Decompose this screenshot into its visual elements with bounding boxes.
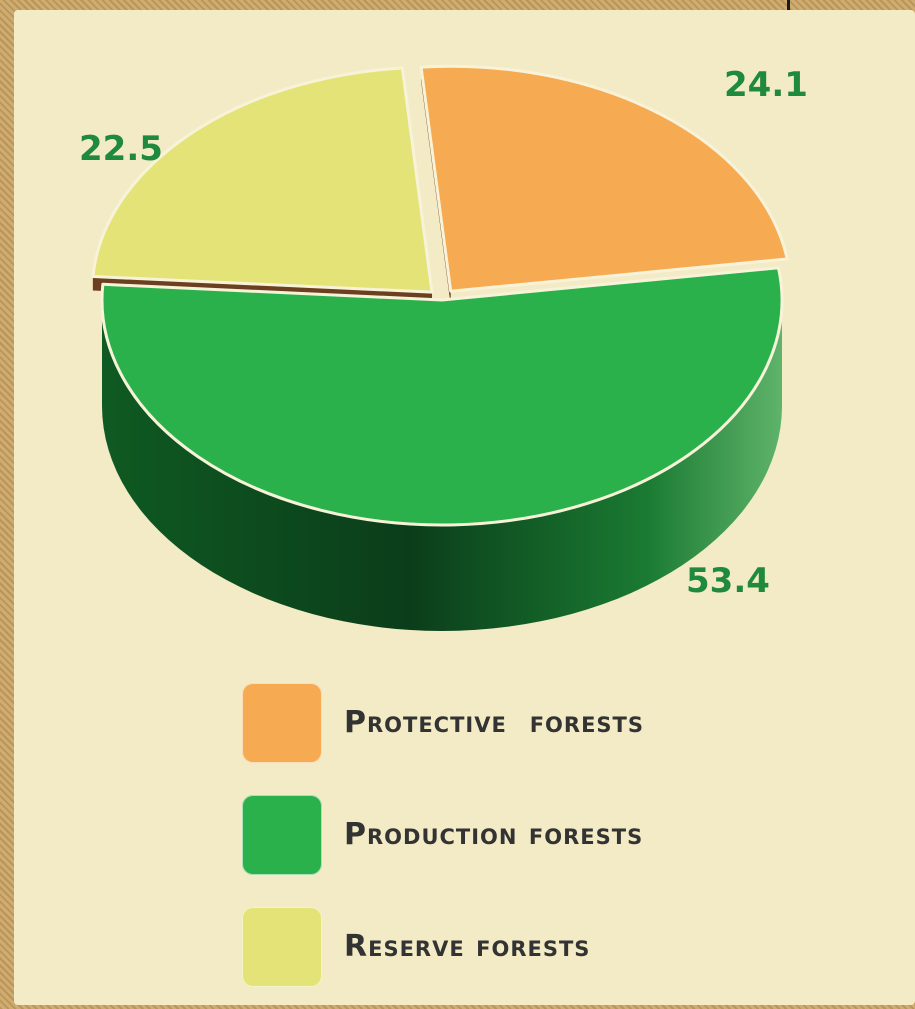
legend-swatch-production	[242, 795, 322, 875]
pie-slice-production	[100, 266, 784, 527]
data-label-reserve: 22.5	[79, 129, 163, 169]
legend-swatch-protective	[242, 683, 322, 763]
legend-label-reserve: Reserve forests	[344, 929, 591, 964]
legend-item-reserve: Reserve forests	[242, 907, 762, 991]
data-label-protective: 24.1	[724, 65, 808, 105]
legend-item-production: Production forests	[242, 795, 762, 879]
legend-label-protective: Protective forests	[344, 705, 645, 740]
data-label-production: 53.4	[686, 561, 770, 601]
pie-slice-reserve	[91, 66, 434, 294]
pie-side-production	[102, 300, 782, 631]
top-edge-mark	[787, 0, 790, 12]
legend-label-production: Production forests	[344, 817, 644, 852]
pie-slice-protective	[419, 64, 789, 293]
legend-swatch-reserve	[242, 907, 322, 987]
legend-item-protective: Protective forests	[242, 683, 762, 767]
